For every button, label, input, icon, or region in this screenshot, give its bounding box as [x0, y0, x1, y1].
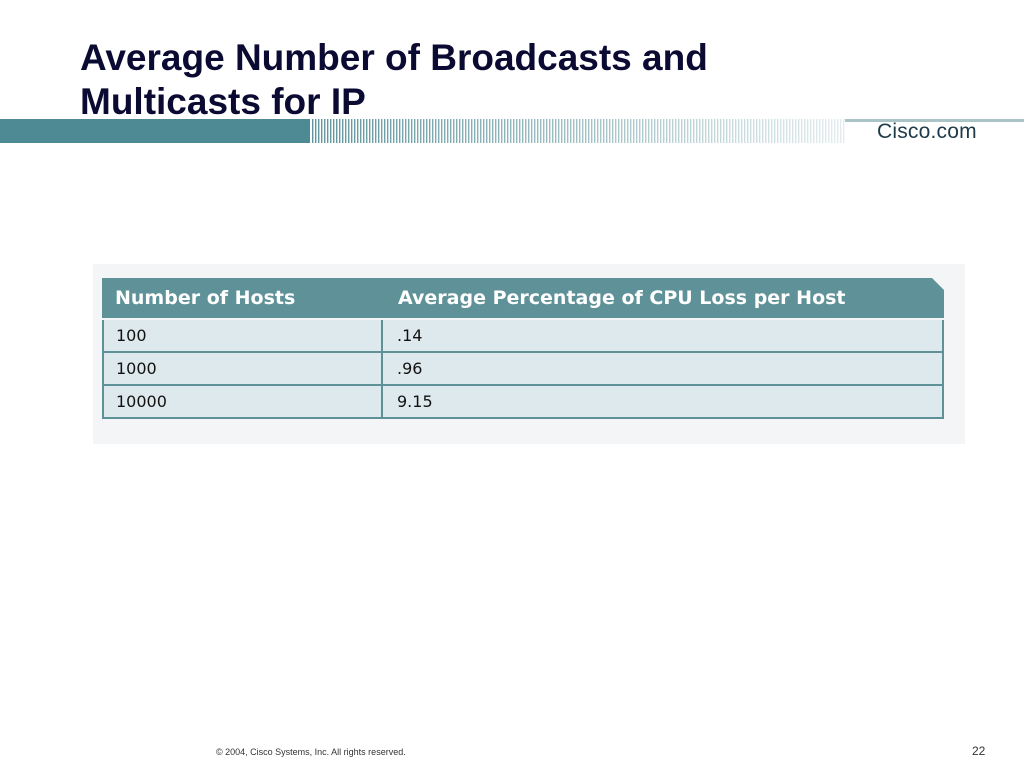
hosts-cell: 1000 [104, 353, 383, 384]
table-body: 100 .14 1000 .96 10000 9.15 [102, 320, 944, 419]
header-stripe-bar [0, 119, 1024, 143]
header-number-of-hosts: Number of Hosts [115, 287, 296, 309]
hosts-cell: 10000 [104, 386, 383, 417]
cpu-loss-table: Number of Hosts Average Percentage of CP… [102, 278, 944, 419]
cisco-brand-logo: Cisco.com [877, 120, 977, 143]
hosts-cell: 100 [104, 320, 383, 351]
slide-title-line-2: Multicasts for IP [80, 81, 366, 122]
footer-page-number: 22 [972, 744, 986, 758]
table-row: 1000 .96 [104, 353, 942, 384]
table-row: 10000 9.15 [104, 386, 942, 417]
footer-copyright: © 2004, Cisco Systems, Inc. All rights r… [216, 747, 406, 757]
cpu-loss-cell: 9.15 [397, 392, 433, 411]
slide-title-line-1: Average Number of Broadcasts and [80, 37, 708, 78]
header-corner-notch [932, 278, 944, 290]
cpu-loss-cell: .14 [397, 326, 423, 345]
table-header-row: Number of Hosts Average Percentage of CP… [102, 278, 944, 318]
cpu-loss-cell: .96 [397, 359, 423, 378]
header-average-cpu-loss: Average Percentage of CPU Loss per Host [398, 287, 846, 309]
table-row: 100 .14 [104, 320, 942, 351]
slide-title: Average Number of Broadcasts and Multica… [80, 36, 840, 124]
